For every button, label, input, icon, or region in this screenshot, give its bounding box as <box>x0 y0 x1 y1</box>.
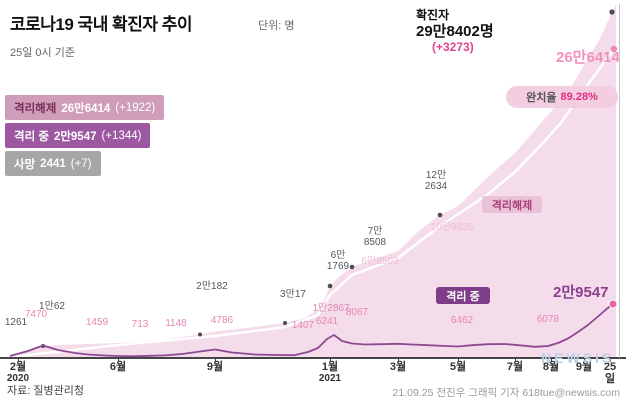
confirmed-label: 확진자 <box>416 8 450 22</box>
as-of-label: 25일 0시 기준 <box>10 47 75 59</box>
x-axis-tick-label: 2월 2020 <box>6 361 30 385</box>
unit-label: 단위: 명 <box>258 20 295 32</box>
legend-label: 격리 중 <box>14 130 49 143</box>
legend-item-active: 격리 중 2만9547 (+1344) <box>5 123 151 148</box>
legend-delta: (+1922) <box>115 101 156 114</box>
x-axis-tick-label: 5월 <box>449 361 467 373</box>
recovery-rate-value: 89.28% <box>560 91 598 103</box>
legend-delta: (+7) <box>70 157 92 170</box>
legend-item-deaths: 사망 2441 (+7) <box>5 151 101 176</box>
x-axis-tickmark <box>330 357 331 362</box>
x-axis-tick-label: 25일 <box>603 361 617 386</box>
x-axis-tickmark <box>515 357 516 362</box>
legend-label: 격리해제 <box>14 102 57 115</box>
x-axis-tickmark <box>398 357 399 362</box>
x-axis-tickmark <box>551 357 552 362</box>
confirmed-total: 29만8402명 <box>416 23 494 40</box>
newsis-watermark: NEWSIS <box>541 350 615 366</box>
x-axis-tick-label: 6월 <box>109 361 127 373</box>
x-axis-tick-year: 2020 <box>6 373 30 385</box>
x-axis-tick-year: 2021 <box>318 373 342 385</box>
x-axis-tickmark <box>610 357 611 362</box>
active-end-dot <box>608 299 618 309</box>
x-axis-tickmark <box>458 357 459 362</box>
legend-value: 2441 <box>40 157 66 170</box>
confirmed-area <box>10 4 616 357</box>
confirmed-delta: (+3273) <box>432 40 474 54</box>
credit-line: 21.09.25 전진우 그래픽 기자 618tue@newsis.com <box>392 387 620 399</box>
x-axis-tick-label: 3월 <box>389 361 407 373</box>
released-end-dot <box>610 45 618 53</box>
x-axis-tickmark <box>215 357 216 362</box>
legend-value: 2만9547 <box>53 130 97 143</box>
x-axis-tickmark <box>584 357 585 362</box>
chart-right-border <box>619 4 620 358</box>
data-source: 자료: 질병관리청 <box>7 385 84 397</box>
released-total-label: 26만6414 <box>556 49 620 66</box>
recovery-rate-label: 완치율 <box>526 92 557 104</box>
confirmed-milestone-dots <box>41 9 615 348</box>
active-series-badge: 격리 중 <box>436 287 490 304</box>
legend-item-released: 격리해제 26만6414 (+1922) <box>5 95 165 120</box>
legend-label: 사망 <box>14 158 36 171</box>
x-axis-tick-label: 8월 <box>542 361 560 373</box>
x-axis-line <box>0 357 626 359</box>
released-series-badge: 격리해제 <box>482 196 542 213</box>
x-axis-tick-label: 9월 <box>206 361 224 373</box>
x-axis-tickmark <box>18 357 19 362</box>
x-axis-tick-label: 9월 <box>575 361 593 373</box>
active-total-label: 2만9547 <box>553 284 609 301</box>
page-title: 코로나19 국내 확진자 추이 <box>10 15 192 34</box>
x-axis-tick-label: 7월 <box>506 361 524 373</box>
active-line <box>9 303 614 358</box>
legend: 격리해제 26만6414 (+1922) 격리 중 2만9547 (+1344) 사망 244… <box>5 95 165 176</box>
x-axis-tick-label: 1월 2021 <box>318 361 342 385</box>
x-axis-tickmark <box>118 357 119 362</box>
legend-delta: (+1344) <box>101 129 142 142</box>
legend-value: 26만6414 <box>61 102 111 115</box>
recovery-rate-badge: 완치율 89.28% <box>506 86 618 108</box>
